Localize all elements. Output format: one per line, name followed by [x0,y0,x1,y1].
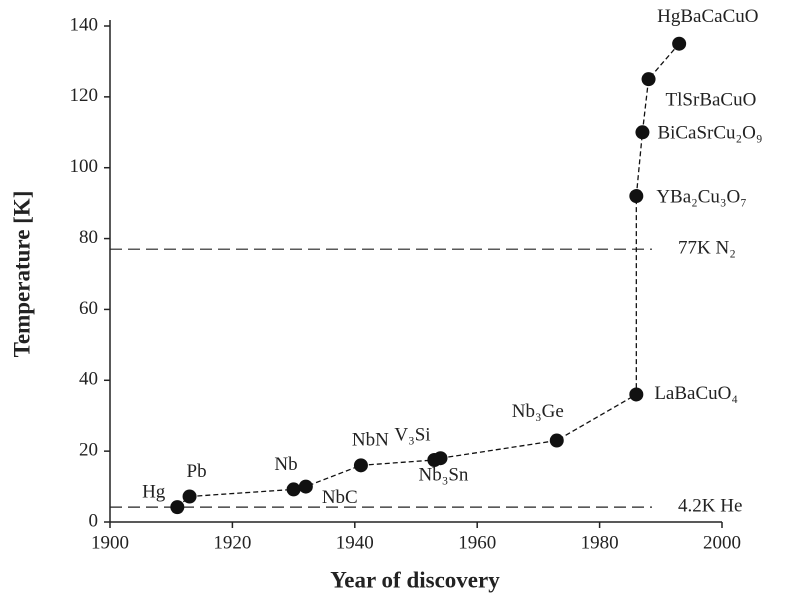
x-axis-label: Year of discovery [330,567,500,592]
point-label: NbC [322,487,358,508]
point-label: Pb [187,461,207,482]
reference-label: 4.2K He [678,495,742,516]
y-axis-label: Temperature [K] [9,191,34,358]
y-tick-label: 40 [79,369,98,390]
point-label: Nb [274,454,297,475]
point-label: TlSrBaCuO [666,90,757,111]
data-point [641,72,656,87]
data-point [629,387,644,402]
point-label: Hg [142,481,166,502]
y-tick-label: 120 [70,85,99,106]
data-point [629,189,644,204]
point-label: NbN [352,430,389,451]
y-tick-label: 60 [79,298,98,319]
x-tick-label: 1900 [91,532,129,553]
x-tick-label: 1940 [336,532,374,553]
data-point [672,36,687,51]
data-point [170,500,185,515]
x-tick-label: 2000 [703,532,741,553]
x-tick-label: 1960 [458,532,496,553]
x-tick-label: 1920 [213,532,251,553]
data-point [353,458,368,473]
data-point [298,479,313,494]
y-tick-label: 20 [79,440,98,461]
data-point [182,489,197,504]
point-label: V₃Si [394,424,430,445]
x-tick-label: 1980 [581,532,619,553]
point-label: LaBaCuO₄ [654,383,738,404]
y-tick-label: 140 [70,14,99,35]
y-tick-label: 80 [79,227,98,248]
point-label: Nb₃Ge [512,401,564,422]
point-label: Nb₃Sn [418,465,468,486]
reference-label: 77K N₂ [678,238,736,259]
point-label: YBa₂Cu₃O₇ [656,186,747,207]
point-label: BiCaSrCu₂O₉ [657,123,762,144]
data-point [433,451,448,466]
point-label: HgBaCaCuO [657,6,758,27]
data-point [635,125,650,140]
data-point [549,433,564,448]
y-tick-label: 0 [89,510,99,531]
data-point [286,482,301,497]
y-tick-label: 100 [70,156,99,177]
